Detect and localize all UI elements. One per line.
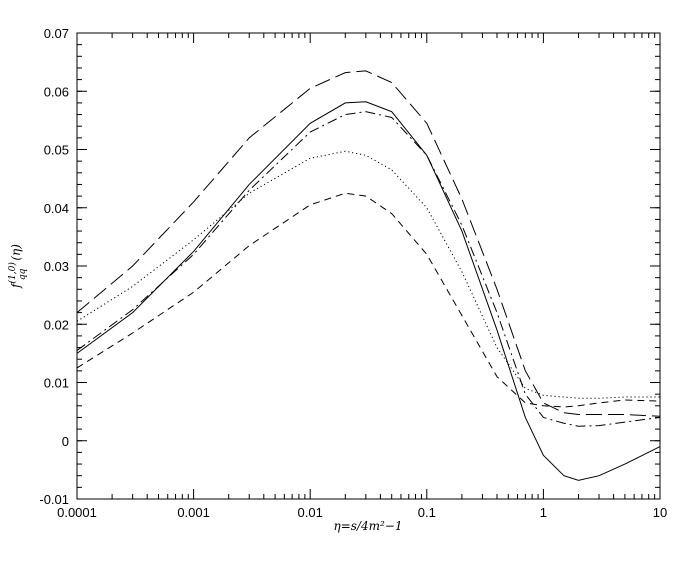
y-tick-label: 0.06: [44, 84, 69, 99]
series-layer: [76, 70, 661, 481]
y-tick-label: -0.01: [39, 492, 69, 507]
series-line-longdash: [76, 70, 661, 417]
y-axis-title-sub: qq: [18, 268, 28, 280]
y-tick-label: 0.01: [44, 376, 69, 391]
y-axis-title-arg: (η): [9, 244, 23, 261]
y-tick-labels: -0.01 0 0.01 0.02 0.03 0.04 0.05 0.06 0.07: [39, 26, 69, 507]
y-tick-label: 0.07: [44, 26, 69, 41]
y-axis-title-sup: (1,0): [7, 262, 18, 284]
x-tick-label: 0.01: [298, 505, 323, 520]
y-tick-label: 0: [62, 434, 69, 449]
y-tick-label: 0.03: [44, 259, 69, 274]
y-tick-label: 0.02: [44, 317, 69, 332]
axis-ticks: [76, 32, 661, 500]
x-tick-labels: 0.0001 0.001 0.01 0.1 1 10: [57, 505, 667, 520]
series-line-shortdash: [76, 192, 661, 408]
x-tick-label: 0.001: [177, 505, 210, 520]
x-tick-label: 1: [540, 505, 547, 520]
x-tick-label: 10: [653, 505, 667, 520]
series-line-dotted: [76, 150, 660, 399]
svg-text:f(1,0)qq(η): f(1,0)qq (η): [7, 244, 28, 289]
y-tick-label: 0.05: [44, 143, 69, 158]
y-tick-label: 0.04: [44, 201, 69, 216]
y-axis-title-base: f: [9, 281, 23, 289]
x-axis-title: η=s/4m²−1: [334, 519, 403, 533]
series-line-solid: [76, 101, 661, 481]
x-tick-label: 0.1: [418, 505, 436, 520]
x-tick-label: 0.0001: [57, 505, 97, 520]
y-axis-title: f(1,0)qq (η): [7, 244, 28, 289]
series-line-dashdot: [76, 111, 661, 427]
